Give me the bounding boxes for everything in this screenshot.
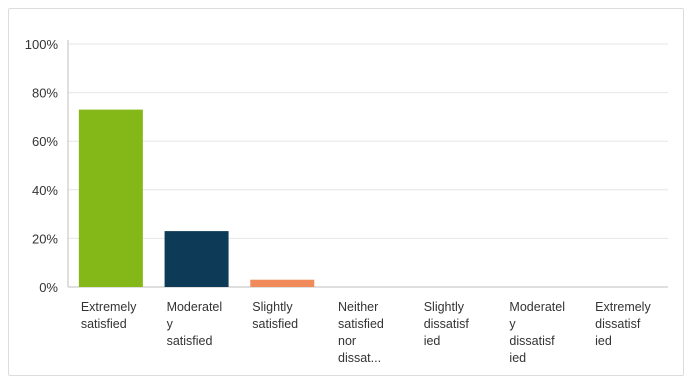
x-tick-label-line: satisfied [81,317,127,331]
bar-1[interactable] [164,231,229,287]
x-tick-label-line: y [167,317,174,331]
x-tick-label-line: Extremely [595,300,651,314]
x-tick-label-line: nor [338,334,356,348]
x-tick-label-line: satisfied [338,317,384,331]
y-tick-label: 60% [32,134,58,149]
x-tick-label: Neither satisfied nor dissat... [338,300,384,365]
x-tick-label-line: Moderatel [167,300,223,314]
x-tick-label-line: Moderatel [509,300,565,314]
x-tick-label-line: Extremely [81,300,137,314]
y-tick-label: 100% [25,37,59,52]
x-tick-label-line: satisfied [167,334,213,348]
x-tick-label-line: Neither [338,300,378,314]
x-tick-label-line: ied [595,334,612,348]
bar-0[interactable] [78,109,143,287]
y-tick-label: 80% [32,86,58,101]
x-tick-label-line: dissatisf [424,317,470,331]
x-tick-label-line: Slightly [424,300,465,314]
x-tick-label-line: ied [424,334,441,348]
x-tick-label-line: ied [509,351,526,365]
bar-2[interactable] [250,279,315,287]
x-tick-label-line: dissatisf [595,317,641,331]
x-tick-label: Extremely dissatisf ied [595,300,651,348]
y-tick-label: 20% [32,231,58,246]
x-tick-label: Moderatel y dissatisf ied [509,300,565,365]
x-tick-label: Slightly satisfied [252,300,298,331]
y-tick-label: 40% [32,183,58,198]
y-tick-label: 0% [39,280,58,295]
x-tick-label-line: satisfied [252,317,298,331]
x-tick-label-line: Slightly [252,300,293,314]
x-tick-label-line: dissatisf [509,334,555,348]
x-tick-label: Slightly dissatisf ied [424,300,470,348]
x-tick-label-line: dissat... [338,351,381,365]
x-tick-label: Moderatel y satisfied [167,300,223,348]
x-tick-label-line: y [509,317,516,331]
x-tick-label: Extremely satisfied [81,300,137,331]
